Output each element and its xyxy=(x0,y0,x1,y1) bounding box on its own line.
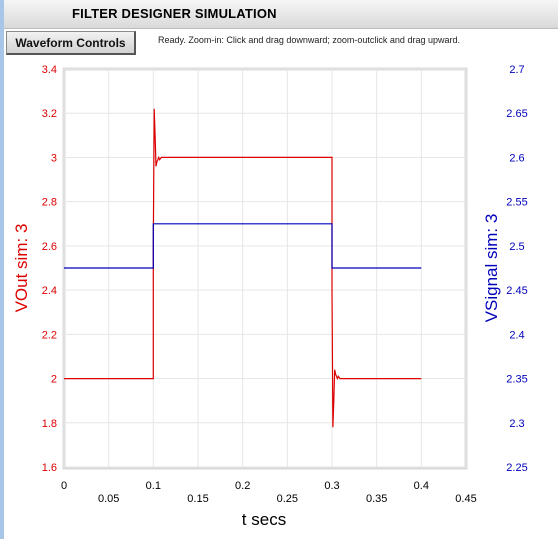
x-tick-label: 0.1 xyxy=(146,480,161,492)
left-tick-label: 3.2 xyxy=(42,108,57,120)
status-text: Ready. Zoom-in: Click and drag downward;… xyxy=(158,35,460,45)
right-tick-label: 2.45 xyxy=(506,285,527,297)
right-tick-label: 2.6 xyxy=(509,152,524,164)
right-axis-label: VSignal sim: 3 xyxy=(482,214,501,323)
left-tick-label: 2.6 xyxy=(42,241,57,253)
x-tick-label: 0 xyxy=(61,480,67,492)
right-tick-label: 2.5 xyxy=(509,241,524,253)
x-axis-ticks: 0 0.1 0.2 0.3 0.4 0.05 0.15 0.25 0.35 0.45 xyxy=(61,480,477,505)
right-tick-label: 2.25 xyxy=(506,462,527,474)
x-tick-label: 0.45 xyxy=(455,493,476,505)
left-axis-ticks: 1.6 1.8 2 2.2 2.4 2.6 2.8 3 3.2 3.4 xyxy=(42,64,57,474)
left-edge-strip xyxy=(0,0,4,539)
x-tick-label: 0.15 xyxy=(187,493,208,505)
app-title: FILTER DESIGNER SIMULATION xyxy=(72,6,277,21)
vsignal-series-line xyxy=(64,223,422,269)
left-tick-label: 1.8 xyxy=(42,418,57,430)
waveform-controls-button[interactable]: Waveform Controls xyxy=(6,31,136,55)
left-tick-label: 2.4 xyxy=(42,285,57,297)
right-tick-label: 2.55 xyxy=(506,197,527,209)
right-tick-label: 2.3 xyxy=(509,418,524,430)
grid-lines xyxy=(63,68,467,468)
x-tick-label: 0.25 xyxy=(277,493,298,505)
x-tick-label: 0.3 xyxy=(324,480,339,492)
left-tick-label: 3 xyxy=(51,152,57,164)
right-tick-label: 2.65 xyxy=(506,108,527,120)
left-tick-label: 3.4 xyxy=(42,64,57,76)
left-tick-label: 2.2 xyxy=(42,329,57,341)
right-tick-label: 2.7 xyxy=(509,64,524,76)
right-tick-label: 2.35 xyxy=(506,374,527,386)
x-axis-label: t secs xyxy=(242,510,286,529)
left-tick-label: 2.8 xyxy=(42,197,57,209)
title-bar: FILTER DESIGNER SIMULATION xyxy=(4,0,558,29)
series-layer xyxy=(64,108,422,428)
vout-series-line xyxy=(64,108,422,428)
x-tick-label: 0.35 xyxy=(366,493,387,505)
left-tick-label: 1.6 xyxy=(42,462,57,474)
right-tick-label: 2.4 xyxy=(509,329,524,341)
left-axis-label: VOut sim: 3 xyxy=(12,224,31,313)
left-tick-label: 2 xyxy=(51,374,57,386)
x-tick-label: 0.2 xyxy=(235,480,250,492)
right-axis-ticks: 2.25 2.3 2.35 2.4 2.45 2.5 2.55 2.6 2.65 2.7 xyxy=(506,64,527,474)
x-tick-label: 0.4 xyxy=(414,480,429,492)
x-tick-label: 0.05 xyxy=(98,493,119,505)
